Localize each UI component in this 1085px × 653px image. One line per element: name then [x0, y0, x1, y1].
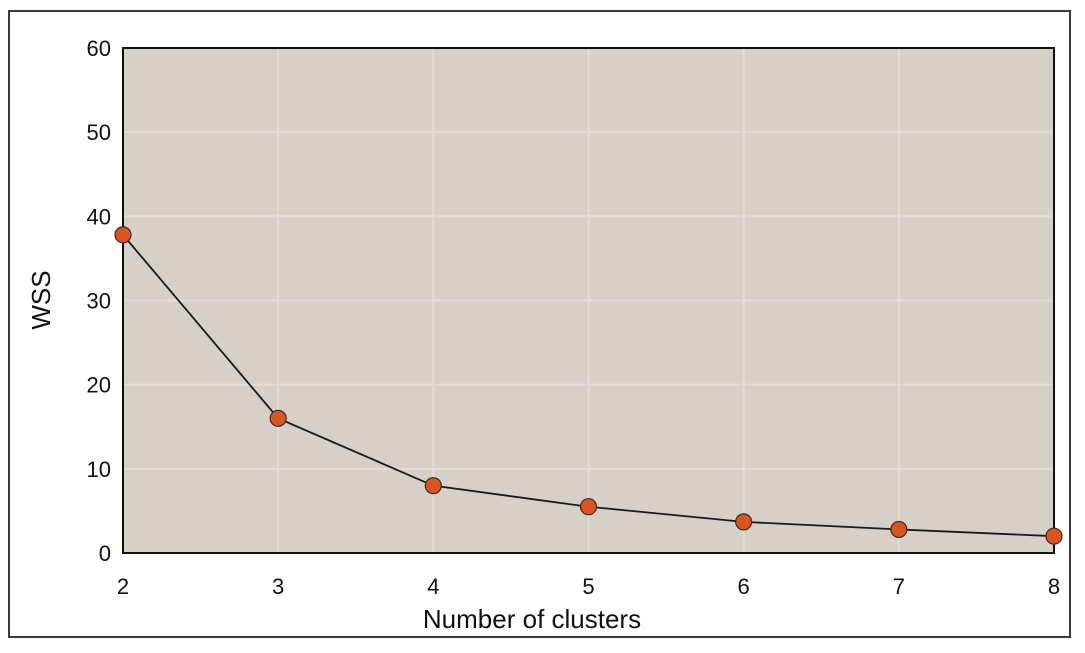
x-tick-label: 5	[582, 574, 594, 599]
x-tick-label: 3	[272, 574, 284, 599]
data-point	[890, 520, 908, 539]
x-tick-label: 2	[117, 574, 129, 599]
y-tick-label: 50	[87, 120, 111, 145]
x-tick-label: 4	[427, 574, 439, 599]
x-tick-label: 8	[1048, 574, 1060, 599]
y-tick-label: 10	[87, 457, 111, 482]
x-tick-label: 6	[738, 574, 750, 599]
tick-labels: 0 10 20 30 40 50 60 2 3 4 5 6 7 8	[87, 36, 1061, 599]
y-tick-label: 60	[87, 36, 111, 61]
y-tick-label: 20	[87, 373, 111, 398]
data-point	[269, 409, 287, 427]
data-point	[424, 477, 442, 495]
series-wss	[114, 226, 1063, 545]
y-tick-label: 0	[99, 541, 111, 566]
y-tick-label: 40	[87, 204, 111, 229]
data-point	[114, 226, 132, 244]
plot-border	[122, 47, 1055, 554]
data-point	[735, 513, 753, 531]
data-point	[1045, 527, 1063, 545]
x-axis-title: Number of clusters	[423, 604, 641, 634]
x-tick-label: 7	[893, 574, 905, 599]
data-point	[579, 498, 598, 516]
y-axis-title: WSS	[26, 270, 56, 329]
y-tick-label: 30	[87, 289, 111, 314]
